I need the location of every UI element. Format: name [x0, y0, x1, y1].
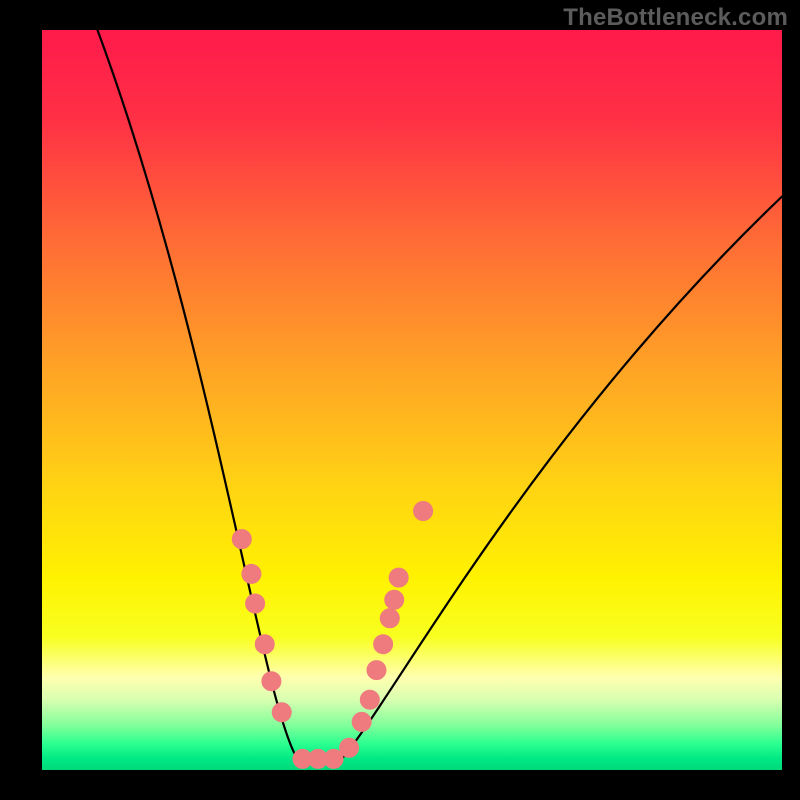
data-marker [352, 712, 371, 731]
data-marker [232, 530, 251, 549]
plot-svg [42, 30, 782, 770]
data-marker [385, 590, 404, 609]
data-marker [242, 564, 261, 583]
data-marker [262, 672, 281, 691]
data-marker [272, 703, 291, 722]
watermark-text: TheBottleneck.com [563, 4, 788, 32]
data-marker [255, 635, 274, 654]
data-marker [360, 690, 379, 709]
data-marker [367, 661, 386, 680]
data-marker [246, 594, 265, 613]
data-marker [380, 609, 399, 628]
plot-background [42, 30, 782, 770]
chart-stage: TheBottleneck.com [0, 0, 800, 800]
plot-frame [42, 30, 782, 770]
data-marker [389, 568, 408, 587]
data-marker [414, 502, 433, 521]
data-marker [340, 738, 359, 757]
data-marker [374, 635, 393, 654]
